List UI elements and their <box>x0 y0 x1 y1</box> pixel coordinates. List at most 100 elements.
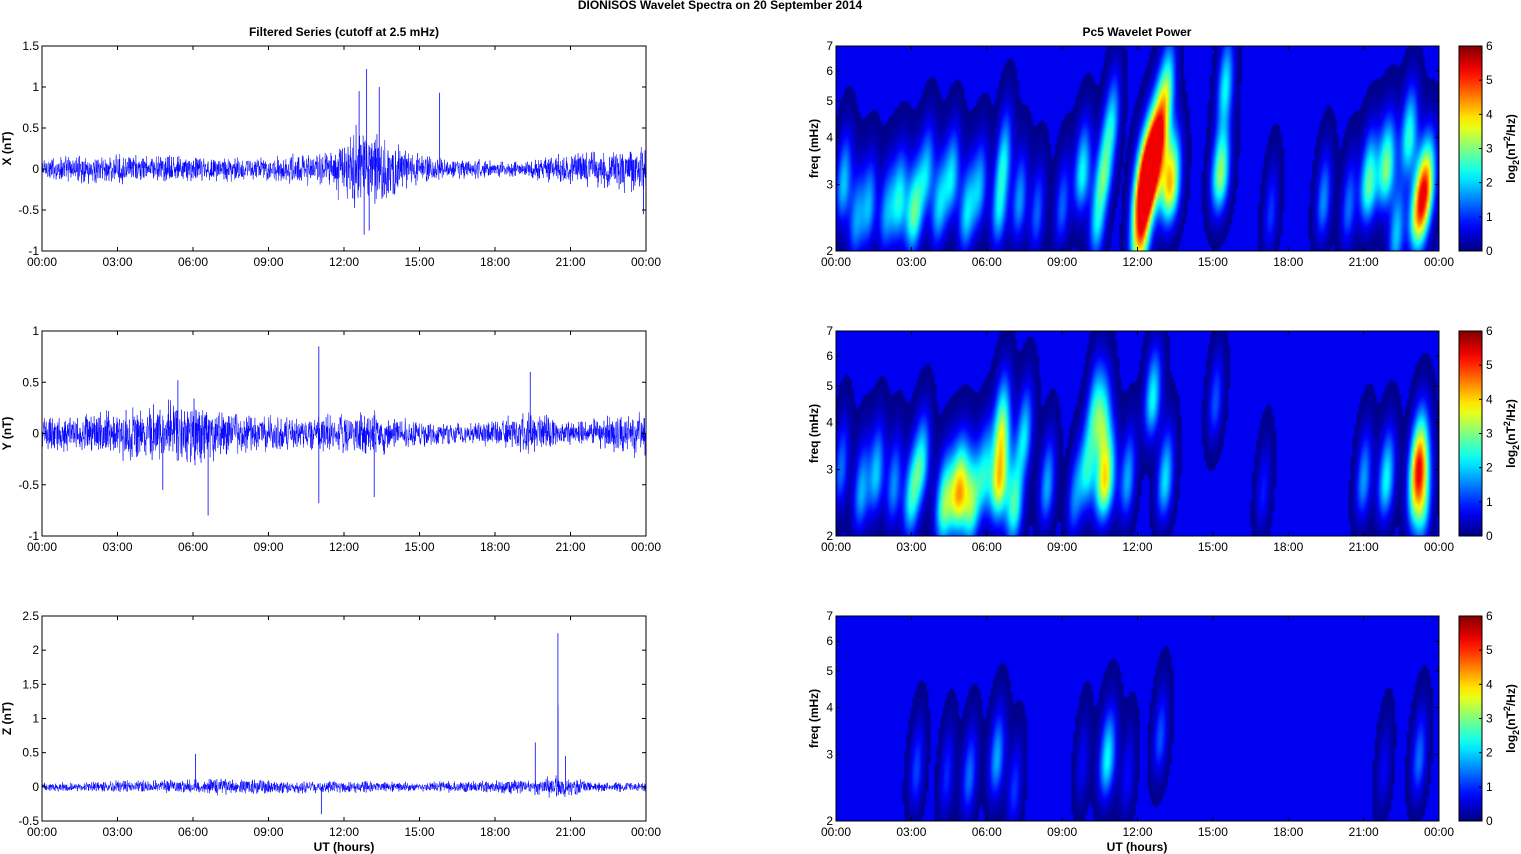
y-tick-label: 1 <box>32 712 39 726</box>
y-tick-label: 2 <box>826 244 833 258</box>
x-tick-label: 12:00 <box>1122 255 1152 269</box>
x-tick-label: 00:00 <box>821 255 851 269</box>
x-tick-label: 09:00 <box>1047 825 1077 839</box>
colorbar-label-part: (nT <box>1504 711 1518 730</box>
y-wavelet-panel: 2 3 4 5 6 7 00:00 03:00 06:00 09:00 12:00 15:00 18:0… <box>807 324 1521 554</box>
y-tick-label: -0.5 <box>18 814 39 828</box>
x-tick-label: 12:00 <box>1122 540 1152 554</box>
right-column-title: Pc5 Wavelet Power <box>1083 25 1192 39</box>
series-trace <box>41 398 647 466</box>
x-wavelet-panel: 2 3 4 5 6 7 00:00 03:00 06:00 09:00 12:00 15:00 18:0… <box>807 39 1521 269</box>
y-tick-label: 2 <box>826 814 833 828</box>
x-tick-label: 18:00 <box>1273 540 1303 554</box>
y-axis-label: freq (mHz) <box>807 119 821 178</box>
x-tick-label: 15:00 <box>1198 255 1228 269</box>
colorbar-tick-label: 0 <box>1486 529 1493 543</box>
left-xaxis-label: UT (hours) <box>314 840 375 854</box>
x-tick-label: 18:00 <box>480 825 510 839</box>
colorbar-label-part: /Hz) <box>1504 399 1518 421</box>
colorbar-tick-label: 2 <box>1486 176 1493 190</box>
y-tick-label: 0.5 <box>22 375 39 389</box>
x-tick-label: 06:00 <box>972 255 1002 269</box>
colorbar-tick-label: 4 <box>1486 677 1493 691</box>
y-axis-label: freq (mHz) <box>807 689 821 748</box>
x-series-panel: -1 -0.5 0 0.5 1 1.5 00:00 03:00 06:00 09:00 12:00 1… <box>0 39 661 269</box>
x-tick-label: 09:00 <box>1047 540 1077 554</box>
y-tick-label: 5 <box>826 94 833 108</box>
colorbar-tick-label: 1 <box>1486 780 1493 794</box>
x-tick-label: 12:00 <box>329 540 359 554</box>
x-tick-label: 15:00 <box>1198 540 1228 554</box>
series-trace <box>41 775 647 798</box>
x-tick-label: 00:00 <box>821 825 851 839</box>
y-tick-label: 2 <box>826 529 833 543</box>
z-wavelet-panel: 2 3 4 5 6 7 00:00 03:00 06:00 09:00 12:00 15:00 18:0… <box>807 609 1521 839</box>
x-tick-label: 21:00 <box>555 255 585 269</box>
wavelet-power-map <box>836 616 1439 821</box>
y-tick-label: -1 <box>28 529 39 543</box>
x-tick-label: 03:00 <box>102 540 132 554</box>
colorbar-label-part: 2 <box>1502 706 1512 711</box>
wavelet-power-map <box>836 331 1439 536</box>
y-axis-label: freq (mHz) <box>807 404 821 463</box>
x-tick-label: 00:00 <box>27 255 57 269</box>
x-tick-label: 12:00 <box>329 255 359 269</box>
y-tick-label: 5 <box>826 379 833 393</box>
x-tick-label: 03:00 <box>102 255 132 269</box>
colorbar-label-part: 2 <box>1502 136 1512 141</box>
colorbar-tick-label: 0 <box>1486 814 1493 828</box>
x-tick-label: 03:00 <box>896 255 926 269</box>
colorbar-label-part: 2 <box>1511 160 1521 165</box>
y-tick-label: 5 <box>826 664 833 678</box>
colorbar-label-part: (nT <box>1504 141 1518 160</box>
colorbar-label-part: log <box>1504 735 1518 753</box>
y-tick-label: 7 <box>826 609 833 623</box>
x-tick-label: 00:00 <box>27 825 57 839</box>
colorbar-label-part: (nT <box>1504 426 1518 445</box>
colorbar-tick-label: 6 <box>1486 324 1493 338</box>
y-tick-label: 0.5 <box>22 746 39 760</box>
x-tick-label: 06:00 <box>178 540 208 554</box>
colorbar <box>1458 330 1483 537</box>
x-tick-label: 09:00 <box>253 825 283 839</box>
x-tick-label: 00:00 <box>27 540 57 554</box>
x-tick-label: 12:00 <box>1122 825 1152 839</box>
y-tick-label: 1 <box>32 324 39 338</box>
colorbar-tick-label: 1 <box>1486 495 1493 509</box>
x-tick-label: 03:00 <box>896 540 926 554</box>
y-tick-label: 0.5 <box>22 121 39 135</box>
x-tick-label: 09:00 <box>253 255 283 269</box>
x-tick-label: 12:00 <box>329 825 359 839</box>
z-series-panel: -0.5 0 0.5 1 1.5 2 2.5 00:00 03:00 06:00 09:00 12:0… <box>0 609 661 839</box>
x-tick-label: 21:00 <box>1349 540 1379 554</box>
y-tick-label: -1 <box>28 244 39 258</box>
colorbar-tick-label: 3 <box>1486 427 1493 441</box>
y-tick-label: 0 <box>32 427 39 441</box>
x-tick-label: 18:00 <box>480 540 510 554</box>
colorbar <box>1458 45 1483 252</box>
series-trace <box>41 124 647 208</box>
colorbar-tick-label: 5 <box>1486 358 1493 372</box>
x-tick-label: 15:00 <box>1198 825 1228 839</box>
y-tick-label: 1.5 <box>22 677 39 691</box>
left-column-title: Filtered Series (cutoff at 2.5 mHz) <box>249 25 439 39</box>
x-tick-label: 15:00 <box>404 255 434 269</box>
colorbar-label-part: /Hz) <box>1504 114 1518 136</box>
y-tick-label: 4 <box>826 701 833 715</box>
y-tick-label: 0 <box>32 780 39 794</box>
colorbar-label-part: 2 <box>1511 445 1521 450</box>
x-tick-label: 00:00 <box>631 255 661 269</box>
y-axis-label: Y (nT) <box>0 417 14 451</box>
x-tick-label: 06:00 <box>178 255 208 269</box>
y-tick-label: -0.5 <box>18 203 39 217</box>
x-tick-label: 21:00 <box>1349 825 1379 839</box>
y-tick-label: 4 <box>826 416 833 430</box>
x-tick-label: 00:00 <box>1424 255 1454 269</box>
x-tick-label: 09:00 <box>1047 255 1077 269</box>
x-tick-label: 03:00 <box>896 825 926 839</box>
colorbar-label-part: 2 <box>1511 730 1521 735</box>
x-tick-label: 06:00 <box>972 540 1002 554</box>
colorbar-tick-label: 6 <box>1486 39 1493 53</box>
plot-frame <box>41 45 647 252</box>
